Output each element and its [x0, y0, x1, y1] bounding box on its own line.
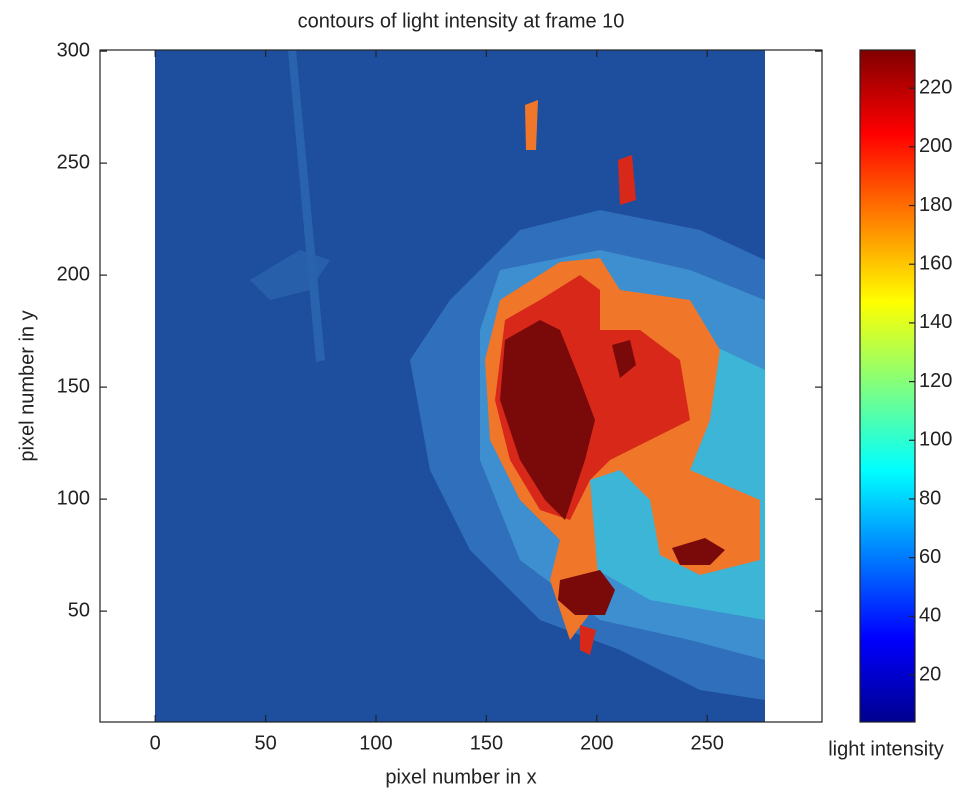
colorbar-tick-label: 200 — [919, 135, 952, 157]
y-tick-label: 300 — [57, 39, 90, 61]
x-tick-label: 0 — [150, 732, 161, 754]
y-tick-label: 250 — [57, 151, 90, 173]
x-tick-label: 100 — [359, 732, 392, 754]
colorbar-tick-label: 80 — [919, 487, 941, 509]
colorbar-tick-label: 100 — [919, 429, 952, 451]
y-tick-label: 150 — [57, 375, 90, 397]
y-axis-label: pixel number in y — [16, 310, 38, 461]
x-tick-label: 250 — [690, 732, 723, 754]
colorbar-tick-label: 140 — [919, 311, 952, 333]
region-230 — [672, 538, 725, 565]
colorbar-label: light intensity — [828, 738, 944, 760]
colorbar-tick-label: 220 — [919, 76, 952, 98]
x-tick-label: 200 — [580, 732, 613, 754]
region-200 — [618, 155, 636, 205]
colorbar-tick-label: 160 — [919, 252, 952, 274]
y-tick-label: 200 — [57, 263, 90, 285]
chart-title: contours of light intensity at frame 10 — [298, 10, 625, 32]
colorbar-tick-label: 40 — [919, 605, 941, 627]
region-170 — [525, 100, 538, 150]
colorbar-tick-label: 120 — [919, 370, 952, 392]
x-tick-label: 50 — [254, 732, 276, 754]
intensity-image — [155, 50, 765, 722]
colorbar-tick-label: 20 — [919, 663, 941, 685]
y-tick-label: 100 — [57, 487, 90, 509]
region-230 — [612, 340, 636, 378]
x-axis-label: pixel number in x — [385, 766, 536, 788]
structure — [288, 50, 325, 362]
colorbar-tick-label: 180 — [919, 194, 952, 216]
x-tick-label: 150 — [470, 732, 503, 754]
structure — [250, 250, 330, 300]
region-230 — [500, 320, 595, 520]
region-200 — [580, 625, 596, 655]
y-tick-label: 50 — [68, 599, 90, 621]
region-230 — [558, 570, 615, 615]
colorbar-tick-label: 60 — [919, 546, 941, 568]
axes-frame — [99, 49, 823, 723]
colorbar — [859, 49, 916, 723]
